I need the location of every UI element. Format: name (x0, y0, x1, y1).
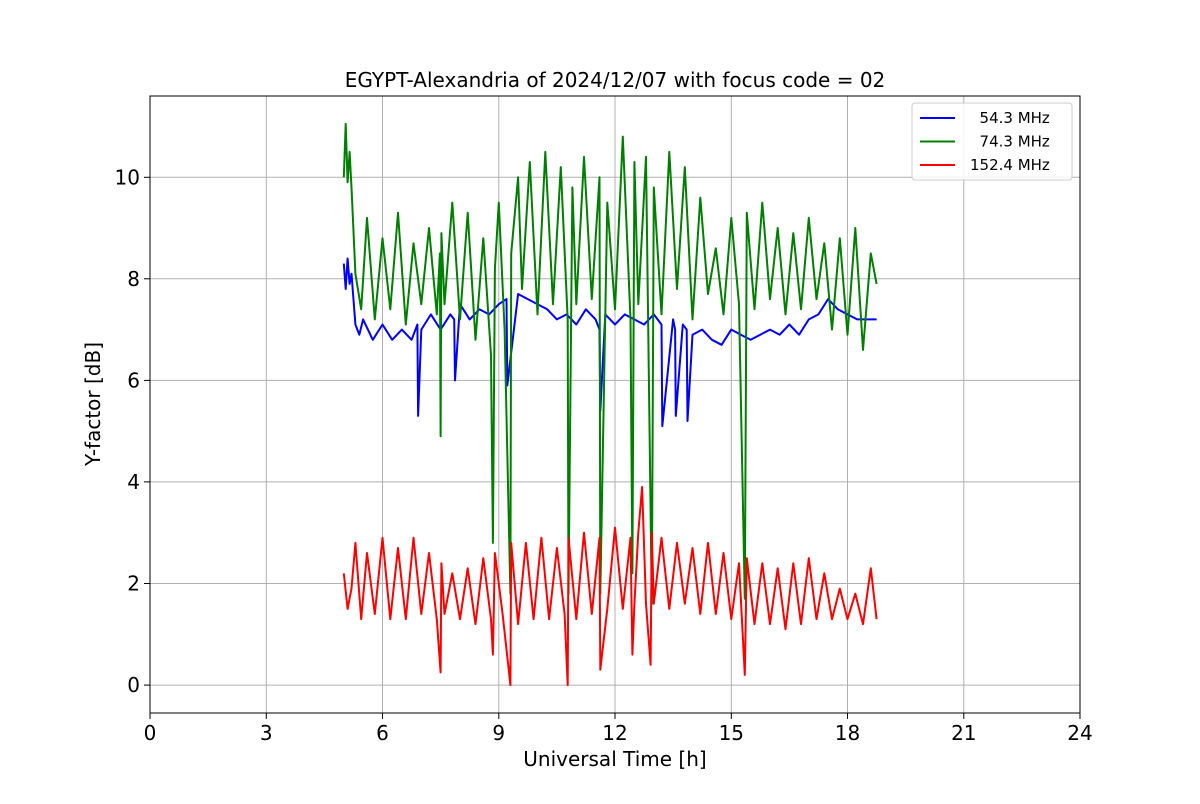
y-axis: 0 2 4 6 8 10 (115, 165, 150, 697)
y-tick-label: 8 (127, 267, 140, 291)
legend-label-2: 152.4 MHz (970, 156, 1050, 174)
x-tick-label: 18 (835, 721, 860, 745)
x-tick-label: 21 (951, 721, 976, 745)
x-tick-label: 0 (144, 721, 157, 745)
x-tick-label: 9 (492, 721, 505, 745)
y-axis-label: Y-factor [dB] (81, 342, 105, 467)
x-tick-label: 12 (602, 721, 627, 745)
x-tick-label: 15 (719, 721, 744, 745)
x-axis: 0 3 6 9 12 15 18 21 24 (144, 713, 1093, 745)
y-tick-label: 2 (127, 572, 140, 596)
legend: 54.3 MHz 74.3 MHz 152.4 MHz (911, 102, 1073, 181)
series-line-0 (342, 257, 877, 428)
series-line-2 (342, 486, 878, 687)
series-lines (342, 122, 878, 687)
x-tick-label: 6 (376, 721, 389, 745)
legend-entries: 54.3 MHz 74.3 MHz 152.4 MHz (920, 109, 1050, 174)
legend-label-1: 74.3 MHz (970, 133, 1050, 151)
y-tick-label: 4 (127, 470, 140, 494)
y-tick-label: 0 (127, 673, 140, 697)
legend-box (911, 102, 1073, 181)
x-axis-label: Universal Time [h] (523, 747, 706, 771)
grid (149, 96, 1081, 713)
legend-label-0: 54.3 MHz (970, 109, 1050, 127)
x-tick-label: 24 (1067, 721, 1092, 745)
x-tick-label: 3 (260, 721, 273, 745)
y-tick-label: 10 (115, 165, 140, 189)
chart-title: EGYPT-Alexandria of 2024/12/07 with focu… (345, 68, 886, 92)
series-line-1 (342, 122, 878, 605)
y-tick-label: 6 (127, 368, 140, 392)
